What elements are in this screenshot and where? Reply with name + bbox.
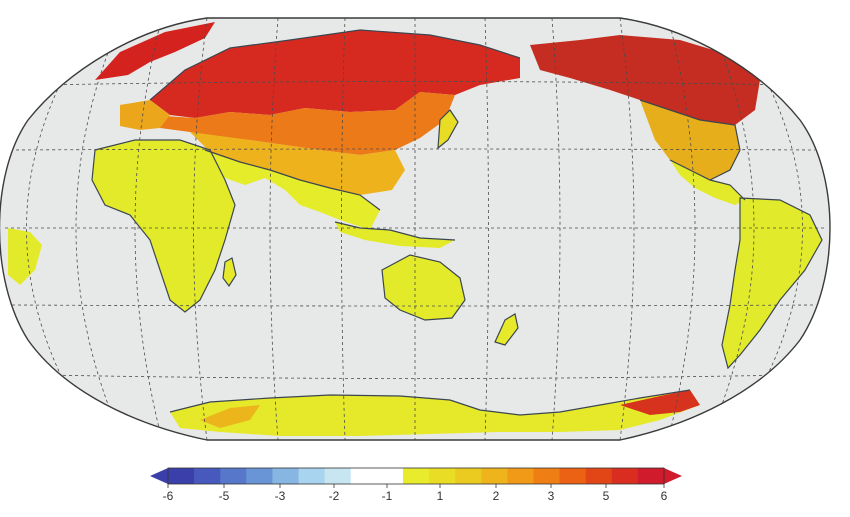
colorbar-ticks: -6 -5 -3 -2 -1 1 2 3 5 6 — [163, 484, 668, 503]
land-eurasia-north — [150, 30, 520, 118]
meridian-30e — [193, 18, 208, 440]
land-south-asia — [205, 150, 380, 230]
colorbar-tick-label: -3 — [275, 489, 286, 503]
land-greenland-west — [95, 22, 215, 80]
land-antarctica — [170, 390, 700, 436]
coastlines — [91, 29, 823, 416]
colorbar-tick-label: -1 — [382, 489, 393, 503]
colorbar-swatch — [168, 468, 195, 484]
colorbar-tick-label: 1 — [437, 489, 444, 503]
colorbar-tick-label: 6 — [661, 489, 668, 503]
land-layer — [5, 18, 825, 440]
map-frame — [0, 17, 831, 441]
colorbar-tick-label: -5 — [219, 489, 230, 503]
colorbar-tick-label: 5 — [603, 489, 610, 503]
land-central-asia — [190, 132, 405, 195]
land-central-america — [670, 160, 745, 205]
colorbar-tick-label: -2 — [329, 489, 340, 503]
colorbar-tick-label: 2 — [493, 489, 500, 503]
colorbar-outline — [167, 467, 665, 485]
parallel-30n — [9, 148, 816, 151]
meridian-180 — [551, 18, 561, 440]
meridian-150e — [484, 18, 489, 440]
land-australia — [382, 255, 465, 320]
colorbar-swatch — [559, 468, 587, 484]
colorbar-swatch — [376, 468, 404, 484]
colorbar-swatch — [611, 468, 639, 484]
meridian-60w — [759, 67, 803, 391]
parallel-60n — [39, 81, 791, 86]
graticule — [5, 18, 825, 440]
land-eurasia-mid — [150, 92, 455, 155]
land-south-america-left — [8, 228, 42, 285]
colorbar-swatch — [246, 468, 274, 484]
colorbar-tick-label: -6 — [163, 489, 174, 503]
colorbar-swatch — [507, 468, 535, 484]
colorbar-swatch — [194, 468, 221, 484]
colorbar-swatch — [350, 468, 378, 484]
colorbar-swatch — [220, 468, 247, 484]
meridian-120w — [669, 24, 696, 433]
colorbar-swatch — [298, 468, 326, 484]
land-europe-west — [120, 100, 170, 130]
land-antarctica-mid — [200, 405, 260, 428]
colorbar-swatch — [272, 468, 300, 484]
colorbar-swatch — [429, 468, 456, 484]
meridian-90e — [341, 18, 346, 440]
land-north-america-north — [530, 35, 760, 125]
land-south-america — [722, 198, 822, 368]
colorbar-swatches — [168, 468, 665, 484]
colorbar-swatch — [455, 468, 482, 484]
colorbar-extend-low — [150, 468, 168, 484]
meridian-0 — [134, 24, 161, 433]
colorbar-extend-high — [664, 468, 682, 484]
meridian-60w-left — [26, 67, 69, 391]
colorbar-swatch — [533, 468, 561, 484]
land-new-zealand — [495, 314, 518, 345]
parallel-60s — [44, 374, 791, 379]
meridian-150w — [619, 18, 635, 440]
colorbar-swatch — [324, 468, 352, 484]
land-africa — [92, 140, 235, 312]
colorbar-swatch — [402, 468, 430, 484]
land-japan — [438, 110, 458, 148]
land-antarctica-warm — [620, 390, 700, 415]
colorbar-tick-label: 3 — [548, 489, 555, 503]
colorbar-swatch — [585, 468, 613, 484]
colorbar-swatch — [481, 468, 508, 484]
meridian-60e — [269, 18, 279, 440]
parallel-30s — [11, 304, 816, 307]
colorbar-swatch — [637, 468, 665, 484]
